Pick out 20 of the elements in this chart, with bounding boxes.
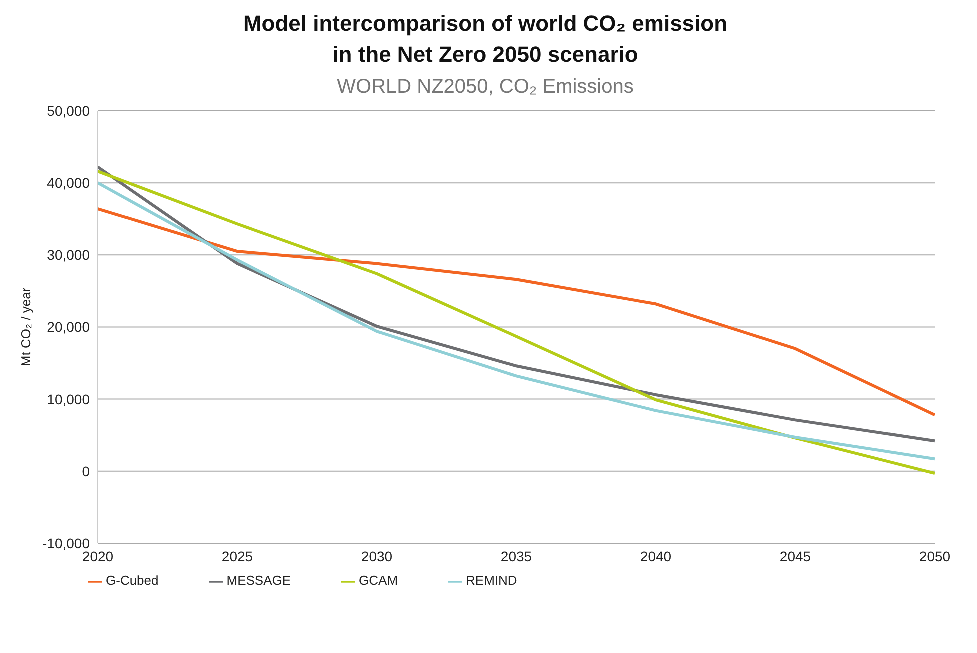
y-tick-label: 50,000 (47, 102, 90, 119)
x-tick-label: 2050 (919, 548, 951, 564)
y-tick-label: 40,000 (47, 175, 90, 192)
chart-title: Model intercomparison of world CO₂ emission in the Net Zero 2050 scenario (242, 10, 729, 69)
y-tick-label: 20,000 (47, 319, 90, 336)
y-tick-label: 10,000 (47, 391, 90, 408)
x-tick-label: 2030 (361, 548, 393, 564)
x-tick-label: 2035 (500, 548, 532, 564)
legend-label: G-Cubed (106, 573, 159, 588)
x-tick-label: 2045 (780, 548, 812, 564)
y-axis-title: Mt CO₂ / year (18, 287, 34, 367)
chart-subtitle: WORLD NZ2050, CO₂ Emissions (336, 76, 635, 99)
legend-label: MESSAGE (226, 573, 292, 588)
y-tick-label: 0 (82, 463, 90, 480)
legend-label: GCAM (359, 573, 398, 588)
legend-label: REMIND (466, 573, 518, 588)
x-tick-label: 2025 (222, 548, 254, 564)
x-tick-label: 2040 (640, 548, 672, 564)
y-tick-label: 30,000 (47, 247, 90, 264)
line-series (98, 208, 935, 417)
